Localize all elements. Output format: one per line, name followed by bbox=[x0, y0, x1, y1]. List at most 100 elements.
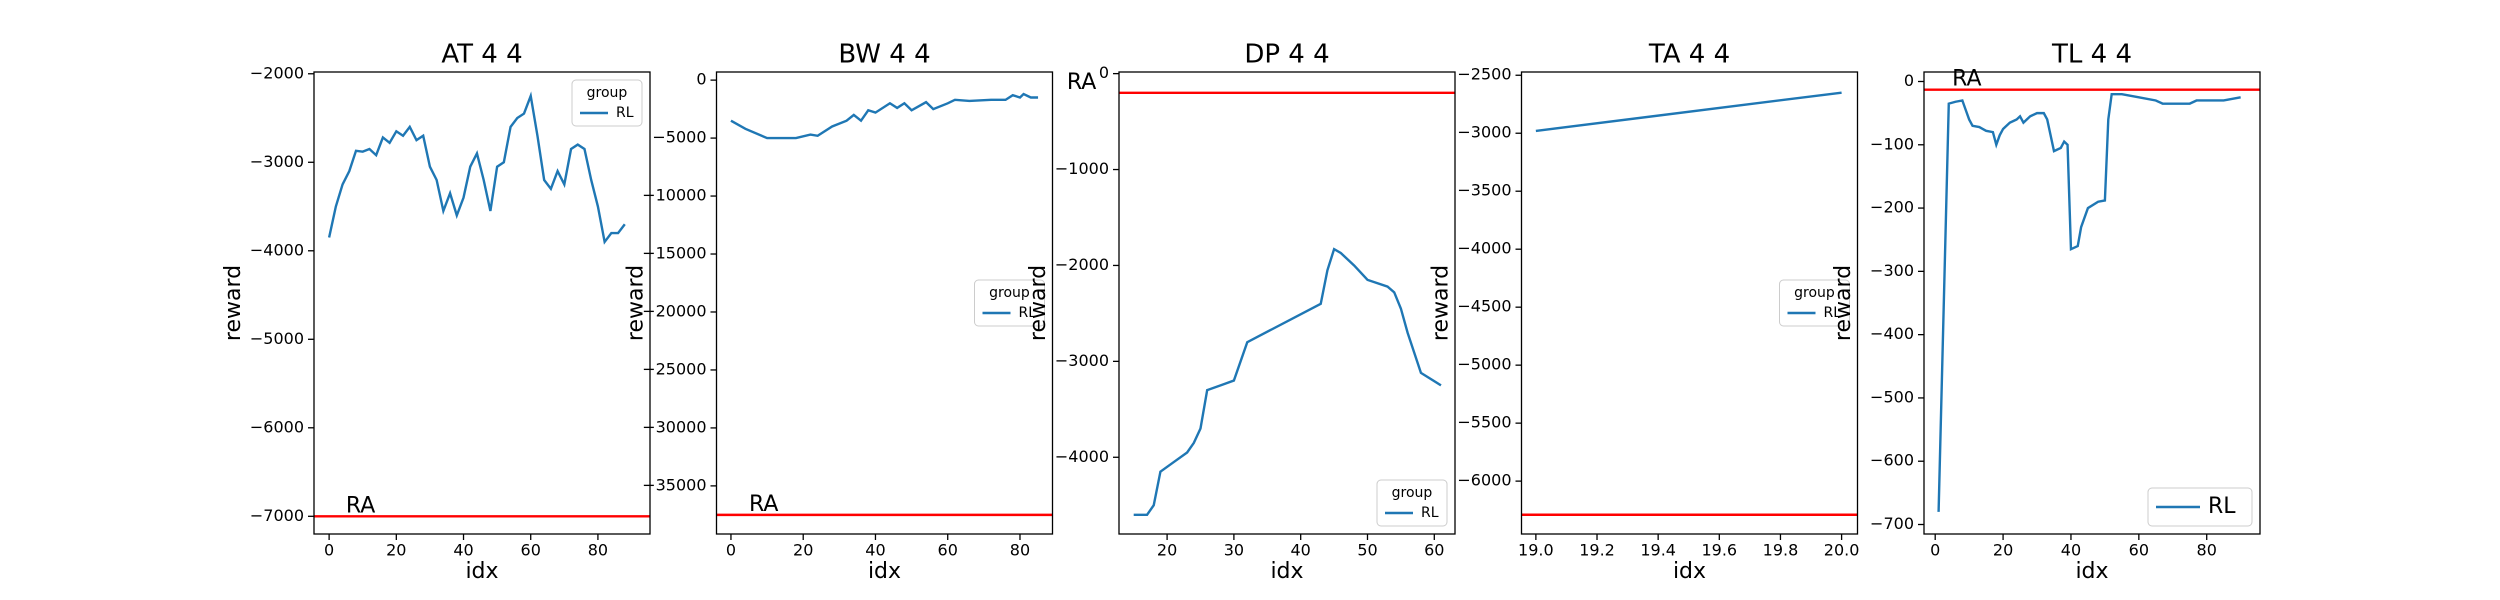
y-axis-label: reward bbox=[221, 265, 246, 341]
axes-frame bbox=[1520, 71, 1859, 535]
y-tick-label: −35000 bbox=[642, 475, 706, 494]
x-tick-label: 19.6 bbox=[1701, 541, 1737, 560]
y-tick-label: −6000 bbox=[250, 417, 304, 436]
y-axis-label: reward bbox=[1026, 265, 1051, 341]
legend-box bbox=[1779, 279, 1850, 327]
y-tick-label: −600 bbox=[1870, 451, 1914, 470]
x-tick-label: 60 bbox=[1424, 541, 1444, 560]
x-tick-label: 19.0 bbox=[1518, 541, 1554, 560]
x-tick-label: 30 bbox=[1224, 541, 1244, 560]
y-axis-label: reward bbox=[1429, 265, 1454, 341]
legend-label: RL bbox=[616, 105, 634, 121]
y-tick-label: 0 bbox=[1099, 63, 1109, 82]
x-tick-label: 20 bbox=[386, 541, 406, 560]
x-tick-label: 40 bbox=[865, 541, 885, 560]
x-tick-label: 20.0 bbox=[1824, 541, 1860, 560]
y-tick-label: −5000 bbox=[1457, 355, 1511, 374]
chart-title: DP 4 4 bbox=[1244, 40, 1329, 70]
y-tick-label: −100 bbox=[1870, 134, 1914, 153]
legend-box bbox=[571, 79, 643, 127]
y-tick-label: −700 bbox=[1870, 514, 1914, 533]
legend-box bbox=[1376, 479, 1448, 527]
y-tick-label: −3000 bbox=[1055, 351, 1109, 370]
y-tick-label: −10000 bbox=[642, 186, 706, 205]
y-tick-label: −30000 bbox=[642, 417, 706, 436]
y-tick-label: −300 bbox=[1870, 261, 1914, 280]
y-tick-label: −3000 bbox=[250, 152, 304, 171]
y-tick-label: −25000 bbox=[642, 359, 706, 378]
x-tick-label: 0 bbox=[324, 541, 334, 560]
y-tick-label: −3500 bbox=[1457, 181, 1511, 200]
y-tick-label: −3000 bbox=[1457, 123, 1511, 142]
legend-title: group bbox=[1794, 285, 1835, 301]
x-axis-label: idx bbox=[1673, 559, 1706, 584]
y-tick-label: −500 bbox=[1870, 387, 1914, 406]
x-tick-label: 0 bbox=[726, 541, 736, 560]
legend-label: RL bbox=[1421, 505, 1439, 521]
x-tick-label: 80 bbox=[2197, 541, 2217, 560]
legend-label: RL bbox=[1019, 305, 1037, 321]
x-tick-label: 19.8 bbox=[1763, 541, 1799, 560]
x-tick-label: 19.2 bbox=[1579, 541, 1615, 560]
y-tick-label: 0 bbox=[1904, 71, 1914, 90]
y-tick-label: −15000 bbox=[642, 244, 706, 263]
y-tick-label: −6000 bbox=[1457, 471, 1511, 490]
y-axis-label: reward bbox=[1831, 265, 1856, 341]
x-tick-label: 60 bbox=[521, 541, 541, 560]
y-tick-label: −1000 bbox=[1055, 159, 1109, 178]
chart-title: TL 4 4 bbox=[2051, 40, 2132, 70]
data-line bbox=[327, 91, 626, 245]
x-tick-label: 20 bbox=[1157, 541, 1177, 560]
chart-title: TA 4 4 bbox=[1648, 40, 1730, 70]
x-tick-label: 60 bbox=[2129, 541, 2149, 560]
legend-title: group bbox=[989, 285, 1030, 301]
x-tick-label: 50 bbox=[1357, 541, 1377, 560]
reference-label: RA bbox=[1067, 70, 1096, 95]
chart-title: BW 4 4 bbox=[838, 40, 930, 70]
y-axis-label: reward bbox=[624, 265, 649, 341]
axes-frame bbox=[715, 71, 1054, 535]
data-line bbox=[1133, 247, 1442, 517]
y-tick-label: 0 bbox=[696, 70, 706, 89]
x-axis-label: idx bbox=[465, 559, 498, 584]
x-tick-label: 20 bbox=[1993, 541, 2013, 560]
x-tick-label: 40 bbox=[2061, 541, 2081, 560]
axes-frame bbox=[1118, 71, 1456, 535]
data-line bbox=[1937, 92, 2241, 512]
legend-label: RL bbox=[1824, 305, 1842, 321]
y-tick-label: −2500 bbox=[1457, 65, 1511, 84]
legend-label: RL bbox=[2208, 494, 2236, 519]
y-tick-label: −5000 bbox=[250, 329, 304, 348]
x-tick-label: 80 bbox=[588, 541, 608, 560]
x-tick-label: 0 bbox=[1930, 541, 1940, 560]
legend-title: group bbox=[587, 85, 628, 101]
data-line bbox=[730, 92, 1039, 140]
y-tick-label: −5500 bbox=[1457, 413, 1511, 432]
y-tick-label: −400 bbox=[1870, 324, 1914, 343]
legend-title: group bbox=[1392, 485, 1433, 501]
y-tick-label: −200 bbox=[1870, 198, 1914, 217]
x-tick-label: 20 bbox=[793, 541, 813, 560]
reference-label: RA bbox=[346, 493, 375, 518]
x-tick-label: 60 bbox=[938, 541, 958, 560]
x-tick-label: 40 bbox=[453, 541, 473, 560]
x-axis-label: idx bbox=[1270, 559, 1303, 584]
axes-frame bbox=[313, 71, 651, 535]
y-tick-label: −7000 bbox=[250, 506, 304, 525]
axes-frame bbox=[1923, 71, 2261, 535]
y-tick-label: −2000 bbox=[250, 63, 304, 82]
chart-title: AT 4 4 bbox=[441, 40, 522, 70]
y-tick-label: −4000 bbox=[250, 240, 304, 259]
x-axis-label: idx bbox=[868, 559, 901, 584]
y-tick-label: −4500 bbox=[1457, 297, 1511, 316]
y-tick-label: −5000 bbox=[652, 128, 706, 147]
y-tick-label: −4000 bbox=[1055, 447, 1109, 466]
reference-label: RA bbox=[1952, 67, 1981, 92]
x-tick-label: 80 bbox=[1010, 541, 1030, 560]
legend-box bbox=[974, 279, 1045, 327]
reference-label: RA bbox=[749, 492, 778, 517]
y-tick-label: −2000 bbox=[1055, 255, 1109, 274]
x-tick-label: 40 bbox=[1291, 541, 1311, 560]
